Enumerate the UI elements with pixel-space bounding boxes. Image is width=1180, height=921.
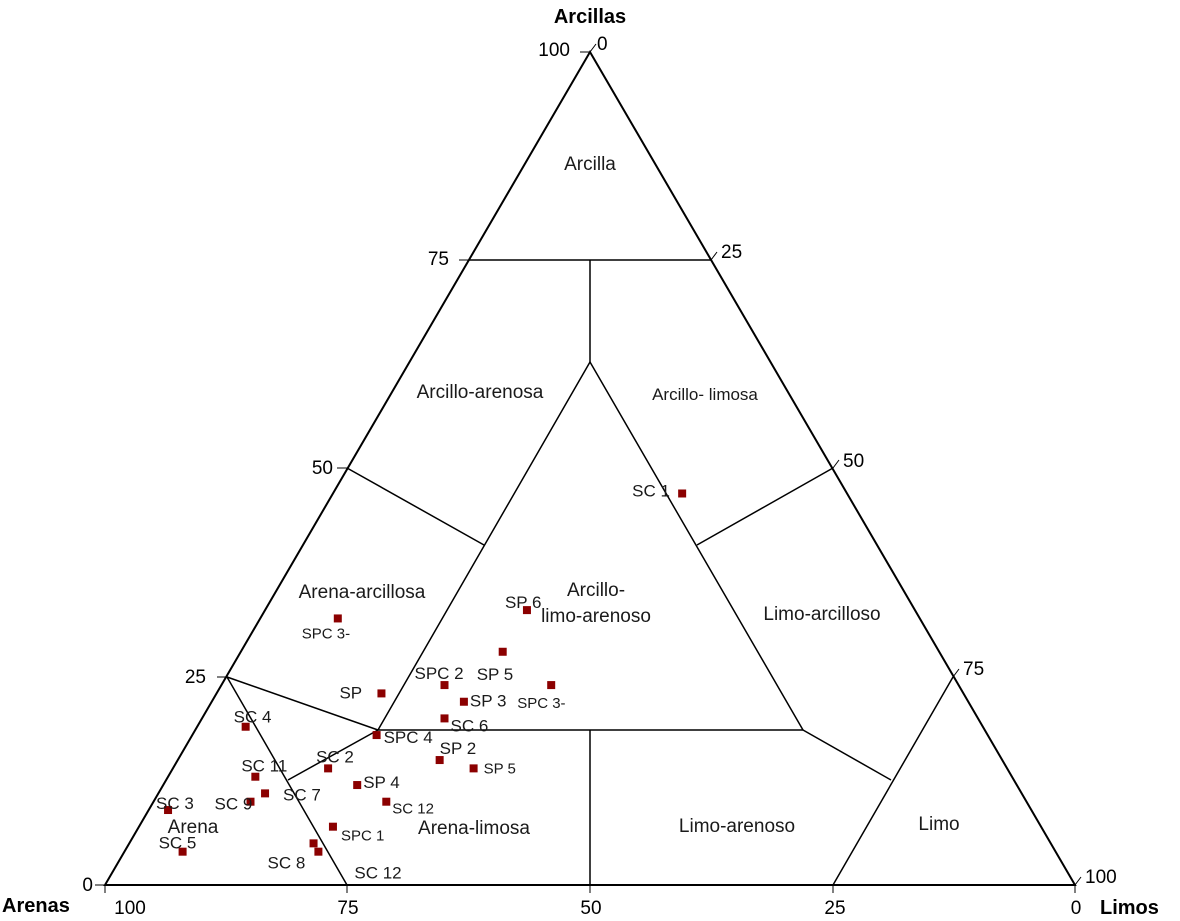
- axis-ticks: [95, 43, 1082, 893]
- sample-marker: [333, 614, 342, 623]
- sample-label: SC 4: [234, 708, 272, 727]
- sample-label: SC 1: [632, 481, 670, 500]
- bottom-tick-label: 50: [580, 898, 601, 919]
- region-label-limo-arcilloso: Limo-arcilloso: [763, 604, 880, 625]
- sample-label: SC 11: [241, 757, 287, 776]
- region-label-arcillo-arenosa: Arcillo-arenosa: [417, 382, 544, 403]
- left-tick-label: 25: [185, 667, 206, 688]
- left-tick-labels: 100 75 50 25 0: [82, 40, 570, 896]
- sample-marker: [522, 606, 531, 615]
- bottom-tick-label: 25: [824, 898, 845, 919]
- axis-title-arenas: Arenas: [2, 895, 70, 917]
- right-tick-label: 100: [1085, 867, 1117, 888]
- axis-title-limos: Limos: [1100, 897, 1159, 919]
- sample-marker: [377, 689, 386, 698]
- sample-label: SPC 2: [415, 664, 464, 683]
- region-label-limo: Limo: [918, 814, 959, 835]
- sample-marker: [324, 764, 333, 773]
- bottom-tick-label: 100: [114, 898, 146, 919]
- region-label-limo-arenoso: Limo-arenoso: [679, 816, 795, 837]
- left-tick-label: 100: [538, 40, 570, 61]
- region-label-arena-arcillosa: Arena-arcillosa: [299, 582, 426, 603]
- region-label-arcillo-limo-arenoso-line2: limo-arenoso: [541, 606, 651, 627]
- bottom-tick-labels: 100 75 50 25 0: [114, 898, 1081, 919]
- sample-marker: [440, 714, 449, 723]
- sample-marker: [314, 847, 323, 856]
- sample-marker: [328, 822, 337, 831]
- sample-marker: [498, 647, 507, 656]
- sample-label: SP 3: [470, 692, 507, 711]
- bottom-tick-label: 0: [1071, 898, 1082, 919]
- left-tick-label: 75: [428, 249, 449, 270]
- sample-marker: [678, 489, 687, 498]
- sample-label: SC 6: [451, 716, 489, 735]
- boundary-limo-arcilloso-top: [696, 467, 834, 546]
- left-tick-label: 0: [82, 875, 93, 896]
- sample-label: SP 5: [477, 665, 514, 684]
- right-tick-label: 50: [843, 451, 864, 472]
- region-label-arcillo-limo-arenoso-line1: Arcillo-: [567, 580, 625, 601]
- boundary-arena-arcillosa-bottom: [226, 676, 379, 731]
- sample-label: SC 5: [159, 834, 197, 853]
- right-tick-labels: 0 25 50 75 100: [597, 34, 1117, 888]
- sample-label: SP: [339, 683, 362, 702]
- sample-marker: [382, 797, 391, 806]
- sample-marker: [440, 681, 449, 690]
- boundary-arena-limosa-top: [287, 729, 379, 781]
- sample-marker: [459, 697, 468, 706]
- region-label-arcillo-limosa: Arcillo- limosa: [652, 385, 758, 404]
- sample-marker: [309, 839, 318, 848]
- sample-marker: [261, 789, 270, 798]
- sample-marker: [435, 756, 444, 765]
- right-tick-label: 75: [963, 659, 984, 680]
- sample-label: SPC 3-: [517, 695, 565, 712]
- sample-marker: [246, 797, 255, 806]
- region-label-arena-limosa: Arena-limosa: [418, 818, 530, 839]
- sample-label: SP 2: [440, 739, 477, 758]
- boundary-limo-arcilloso-bottom: [802, 729, 892, 781]
- sample-marker: [178, 847, 187, 856]
- sample-marker: [353, 781, 362, 790]
- boundary-arena-arcillosa-top: [346, 467, 485, 546]
- sample-label: SP 5: [484, 760, 516, 777]
- sample-marker: [372, 731, 381, 740]
- right-tick-label: 25: [721, 242, 742, 263]
- region-label-arcilla: Arcilla: [564, 154, 616, 175]
- sample-label: SC 12: [392, 801, 434, 818]
- sample-label: SP 4: [363, 773, 400, 792]
- sample-label: SPC 4: [384, 728, 433, 747]
- sample-label: SC 12: [354, 864, 401, 883]
- sample-label: SC 3: [156, 794, 194, 813]
- sample-marker: [164, 806, 173, 815]
- sample-label: SC 7: [283, 785, 321, 804]
- sample-marker: [251, 772, 260, 781]
- sample-marker: [547, 681, 556, 690]
- sample-label: SC 2: [316, 747, 354, 766]
- sample-marker: [241, 722, 250, 731]
- axis-title-arcillas: Arcillas: [554, 6, 626, 28]
- region-label-arena: Arena: [168, 817, 219, 838]
- sample-label: SC 9: [215, 795, 253, 814]
- sample-label: SPC 3-: [302, 625, 350, 642]
- sample-label: SP 6: [505, 593, 542, 612]
- right-tick-label: 0: [597, 34, 608, 55]
- sample-label: SPC 1: [341, 828, 384, 845]
- bottom-tick-label: 75: [337, 898, 358, 919]
- boundary-limo: [832, 676, 954, 886]
- class-boundaries: [226, 259, 954, 886]
- region-labels: Arcilla Arcillo-arenosa Arcillo- limosa …: [168, 154, 960, 839]
- left-tick-label: 50: [312, 458, 333, 479]
- sample-marker: [469, 764, 478, 773]
- boundary-arena: [226, 676, 348, 886]
- sample-label: SC 8: [268, 853, 306, 872]
